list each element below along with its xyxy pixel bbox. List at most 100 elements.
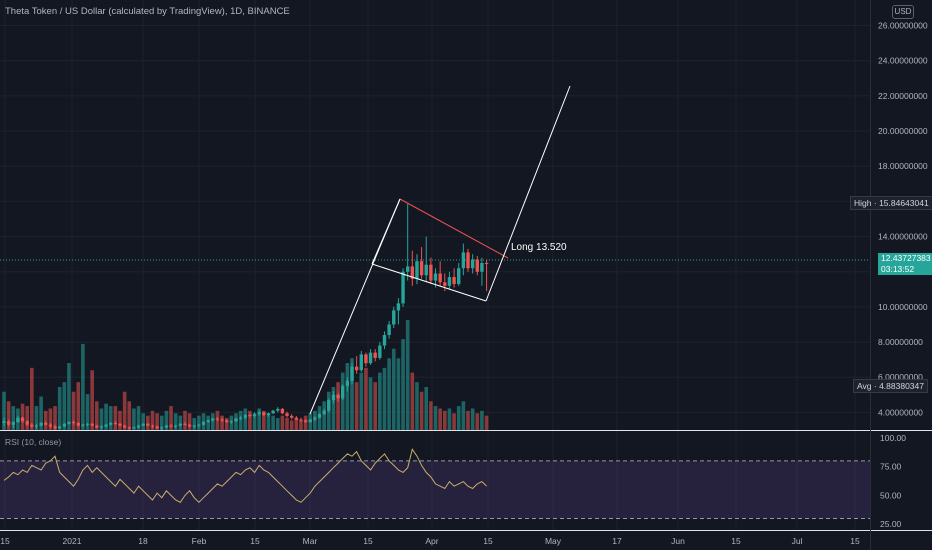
candle-body <box>424 264 428 276</box>
volume-bar <box>85 394 90 430</box>
volume-bar <box>2 391 6 430</box>
last-price-tag: 12.43727383 03:13:52 <box>878 253 932 275</box>
candle-body <box>336 394 340 399</box>
avg-separator: · <box>873 381 880 391</box>
candle-body <box>81 424 85 426</box>
candle-body <box>313 417 317 420</box>
candle-body <box>378 345 382 358</box>
candle-body <box>303 420 308 423</box>
time-tick-label: 15 <box>250 536 260 546</box>
volume-bar <box>359 372 364 430</box>
volume-bar <box>405 320 410 430</box>
candle-body <box>169 425 173 427</box>
volume-bar <box>238 410 243 430</box>
volume-bar <box>67 363 71 430</box>
candle-body <box>387 324 391 336</box>
price-tick-label: 18.00000000 <box>878 161 928 171</box>
volume-bar <box>373 382 377 430</box>
candle-body <box>308 419 312 423</box>
candle-body <box>248 415 252 417</box>
volume-bar <box>220 415 224 430</box>
rsi-line <box>3 448 487 504</box>
candle-body <box>238 417 243 419</box>
volume-bar <box>285 418 289 430</box>
long-label: Long 13.520 <box>511 242 567 253</box>
rsi-axis[interactable]: 100.00 75.00 50.00 25.00 <box>880 433 906 529</box>
candle-body <box>252 414 257 416</box>
candle-body <box>470 259 475 269</box>
candle-body <box>30 424 34 427</box>
volume-bar <box>387 358 391 430</box>
volume-bar <box>443 410 447 430</box>
volume-bar <box>350 358 354 430</box>
volume-bar <box>224 418 229 430</box>
candle-body <box>382 335 387 346</box>
volume-bar <box>48 408 53 430</box>
candle-body <box>53 426 57 429</box>
volume-bar <box>438 408 442 430</box>
high-separator: · <box>873 198 880 208</box>
flag-top-line <box>399 198 509 259</box>
candle-body <box>475 259 479 272</box>
volume-bar <box>76 382 81 430</box>
candle-body <box>220 419 224 421</box>
candle-body <box>197 424 201 426</box>
volume-bar <box>6 401 11 430</box>
volume-bar <box>433 406 438 430</box>
projection-line <box>485 85 571 302</box>
price-tick-label: 26.00000000 <box>878 21 928 31</box>
volume-bar <box>30 367 34 430</box>
volume-bar <box>164 410 169 430</box>
candle-body <box>429 264 433 281</box>
candle-body <box>294 417 299 420</box>
candle-body <box>289 415 294 418</box>
price-axis[interactable]: 26.00000000 24.00000000 22.00000000 20.0000… <box>878 21 928 418</box>
volume-bar <box>475 413 480 430</box>
volume-bar <box>141 413 145 430</box>
time-tick-label: 15 <box>483 536 493 546</box>
rsi-band-fill <box>0 460 870 519</box>
candle-body <box>206 420 210 423</box>
candle-body <box>104 424 108 427</box>
volume-bar <box>71 391 76 430</box>
candle-body <box>127 427 131 429</box>
volume-bar <box>424 386 429 430</box>
avg-tag: Avg · 4.88380347 <box>853 379 928 393</box>
volume-bar <box>410 372 415 430</box>
candle-body <box>67 422 71 424</box>
candle-body <box>364 354 368 364</box>
candle-body <box>345 380 350 387</box>
candle-body <box>341 386 345 399</box>
candle-body <box>243 415 247 418</box>
rsi-tick-label: 25.00 <box>880 519 902 529</box>
volume-bar <box>364 367 368 430</box>
candle-body <box>457 268 461 285</box>
candle-body <box>410 266 415 279</box>
candle-body <box>11 422 15 425</box>
candle-body <box>25 421 29 425</box>
volume-bar <box>345 363 350 430</box>
rsi-indicator-label[interactable]: RSI (10, close) <box>5 437 62 447</box>
candle-body <box>16 417 20 423</box>
volume-bar <box>99 408 104 430</box>
candle-body <box>438 273 442 283</box>
time-tick-label: 15 <box>850 536 860 546</box>
volume-bar <box>415 382 419 430</box>
candle-body <box>34 425 39 427</box>
candle-body <box>327 400 331 411</box>
volume-bar <box>336 382 340 430</box>
candle-body <box>150 425 155 427</box>
avg-value: 4.88380347 <box>879 381 924 391</box>
volume-bar <box>25 406 29 430</box>
currency-button[interactable]: USD <box>892 5 914 19</box>
time-axis[interactable]: 15 2021 18 Feb 15 Mar 15 Apr 15 May 17 Jun 15 Jul 15 <box>0 536 860 546</box>
symbol-title: Theta Token / US Dollar (calculated by T… <box>5 6 290 17</box>
volume-bar <box>289 420 294 430</box>
candle-body <box>90 423 94 426</box>
candle-body <box>183 423 187 425</box>
candle-body <box>95 425 99 428</box>
candle-body <box>401 271 405 304</box>
candle-body <box>373 352 377 358</box>
time-tick-label: Apr <box>425 536 438 546</box>
